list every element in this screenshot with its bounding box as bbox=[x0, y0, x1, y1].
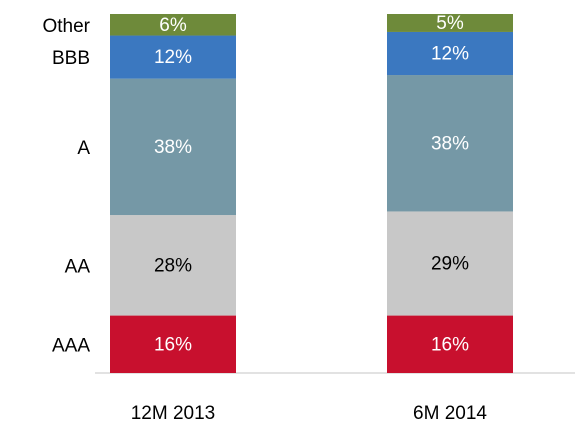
value-label: 5% bbox=[436, 13, 464, 34]
legend-label: BBB bbox=[52, 48, 90, 69]
x-tick-label: 12M 2013 bbox=[131, 403, 216, 424]
value-label: 12% bbox=[431, 44, 469, 65]
value-label: 29% bbox=[431, 254, 469, 275]
bar-segment bbox=[110, 315, 236, 373]
legend-label: A bbox=[77, 138, 90, 159]
bar-segment bbox=[110, 78, 236, 216]
legend-label: AA bbox=[65, 256, 91, 277]
value-label: 28% bbox=[154, 255, 192, 276]
value-label: 38% bbox=[154, 137, 192, 158]
bar-segment bbox=[387, 315, 513, 373]
x-tick-label: 6M 2014 bbox=[413, 403, 487, 424]
bar-segment bbox=[387, 31, 513, 76]
bar-segment bbox=[110, 14, 236, 36]
value-label: 38% bbox=[431, 133, 469, 154]
bar-segment bbox=[387, 14, 513, 32]
bar-segment bbox=[110, 215, 236, 316]
value-label: 16% bbox=[431, 334, 469, 355]
value-label: 16% bbox=[154, 334, 192, 355]
bar-segment bbox=[387, 75, 513, 212]
bar-segment bbox=[387, 211, 513, 316]
legend-label: Other bbox=[42, 16, 90, 37]
legend-label: AAA bbox=[52, 335, 90, 356]
value-label: 6% bbox=[159, 15, 187, 36]
value-label: 12% bbox=[154, 47, 192, 68]
bar-segment bbox=[110, 35, 236, 79]
